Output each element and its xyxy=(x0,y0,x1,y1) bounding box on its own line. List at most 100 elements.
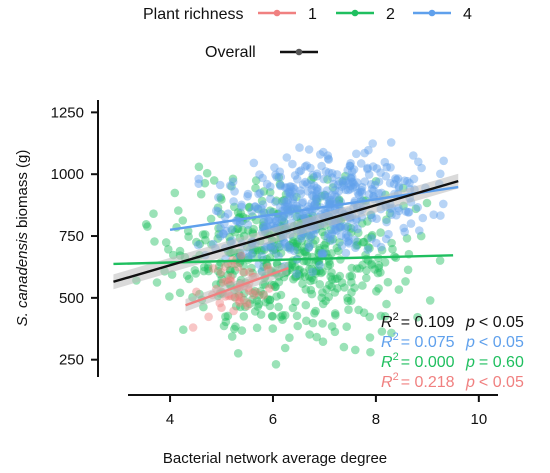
data-point-series-2 xyxy=(333,284,342,293)
data-point-series-2 xyxy=(311,266,321,276)
data-point-series-4 xyxy=(400,176,410,185)
data-point-series-2 xyxy=(204,262,213,271)
data-point-series-4 xyxy=(292,201,301,211)
data-point-series-4 xyxy=(404,207,414,217)
stat-p-value: p < 0.05 xyxy=(465,334,524,351)
data-point-series-4 xyxy=(355,187,365,197)
data-point-series-2 xyxy=(323,175,332,184)
data-point-series-2 xyxy=(256,287,265,296)
data-point-series-2 xyxy=(240,302,250,312)
data-point-series-2 xyxy=(374,284,383,293)
data-point-series-4 xyxy=(254,260,264,269)
data-point-series-4 xyxy=(353,224,362,234)
data-point-series-4 xyxy=(278,213,288,222)
data-point-series-4 xyxy=(288,187,297,196)
data-point-series-4 xyxy=(275,167,285,176)
data-point-series-4 xyxy=(292,269,302,279)
data-point-series-2 xyxy=(174,206,183,215)
data-point-series-2 xyxy=(269,245,278,255)
data-point-series-2 xyxy=(260,245,269,255)
data-point-series-2 xyxy=(175,246,185,256)
data-point-series-4 xyxy=(312,195,321,204)
data-point-series-2 xyxy=(366,347,375,357)
data-point-series-4 xyxy=(403,176,412,186)
data-point-series-2 xyxy=(308,318,318,328)
data-point-series-2 xyxy=(280,311,290,320)
data-point-series-4 xyxy=(298,197,308,207)
data-point-series-4 xyxy=(237,202,246,212)
data-point-series-2 xyxy=(347,271,357,281)
data-point-series-2 xyxy=(318,299,328,309)
data-point-series-1 xyxy=(233,262,243,272)
data-point-series-2 xyxy=(184,232,193,241)
data-point-series-4 xyxy=(400,227,410,237)
data-point-series-2 xyxy=(276,248,286,258)
data-point-series-4 xyxy=(340,224,350,233)
data-point-series-4 xyxy=(266,194,275,204)
data-point-series-4 xyxy=(285,245,295,254)
data-point-series-4 xyxy=(352,149,361,159)
data-point-series-2 xyxy=(295,248,305,258)
data-point-series-4 xyxy=(308,267,317,277)
data-point-series-4 xyxy=(230,187,239,196)
data-point-series-2 xyxy=(309,173,318,182)
data-point-series-2 xyxy=(311,269,321,278)
data-point-series-2 xyxy=(309,239,318,248)
data-point-series-2 xyxy=(287,259,297,269)
data-point-series-2 xyxy=(278,311,287,320)
legend-label-series-1: 1 xyxy=(308,6,317,23)
data-point-series-4 xyxy=(247,207,256,216)
data-point-series-4 xyxy=(270,163,279,172)
data-point-series-2 xyxy=(192,237,201,247)
data-point-series-4 xyxy=(251,202,260,211)
y-tick-label: 500 xyxy=(59,290,84,307)
data-point-series-4 xyxy=(345,185,355,194)
data-point-series-2 xyxy=(351,345,360,355)
data-point-series-4 xyxy=(216,231,225,241)
data-point-series-2 xyxy=(352,264,362,273)
data-point-series-2 xyxy=(320,240,329,250)
data-point-series-2 xyxy=(191,269,201,278)
data-point-series-2 xyxy=(323,261,333,271)
data-point-series-4 xyxy=(391,174,400,183)
data-point-series-2 xyxy=(261,297,271,307)
data-point-series-4 xyxy=(349,165,359,174)
y-axis-label: S. canadensis biomass (g) xyxy=(14,150,31,327)
data-point-series-2 xyxy=(402,234,412,243)
data-point-series-2 xyxy=(394,285,404,294)
data-point-series-2 xyxy=(373,268,383,278)
stat-row: R2 = 0.075 xyxy=(381,331,455,351)
data-point-series-2 xyxy=(219,321,229,331)
data-point-series-2 xyxy=(289,274,298,284)
data-point-series-4 xyxy=(334,186,344,196)
data-point-series-2 xyxy=(286,243,295,252)
data-point-series-4 xyxy=(384,229,393,239)
data-point-series-4 xyxy=(235,252,245,262)
data-point-series-4 xyxy=(312,189,321,199)
data-point-series-2 xyxy=(149,209,158,218)
data-point-series-2 xyxy=(209,176,219,185)
data-point-series-2 xyxy=(254,291,264,300)
data-point-series-2 xyxy=(258,223,268,233)
data-point-series-2 xyxy=(347,288,356,297)
data-point-series-4 xyxy=(293,175,302,184)
data-point-series-4 xyxy=(364,170,374,179)
data-point-series-4 xyxy=(260,222,269,232)
data-point-series-4 xyxy=(380,157,390,167)
data-point-series-2 xyxy=(435,256,445,265)
data-point-series-4 xyxy=(307,185,317,194)
data-point-series-4 xyxy=(254,204,263,214)
data-point-series-2 xyxy=(309,275,318,285)
data-point-series-1 xyxy=(188,323,198,332)
fit-lines xyxy=(113,179,459,307)
data-point-series-2 xyxy=(231,322,240,331)
data-point-series-2 xyxy=(233,208,243,217)
data-point-series-4 xyxy=(389,179,399,189)
data-point-series-4 xyxy=(289,199,298,208)
data-point-series-2 xyxy=(251,176,261,185)
data-point-series-2 xyxy=(312,332,322,342)
data-point-series-4 xyxy=(276,172,286,182)
data-point-series-2 xyxy=(352,241,361,250)
data-point-series-2 xyxy=(327,249,336,258)
data-point-series-2 xyxy=(305,330,314,339)
